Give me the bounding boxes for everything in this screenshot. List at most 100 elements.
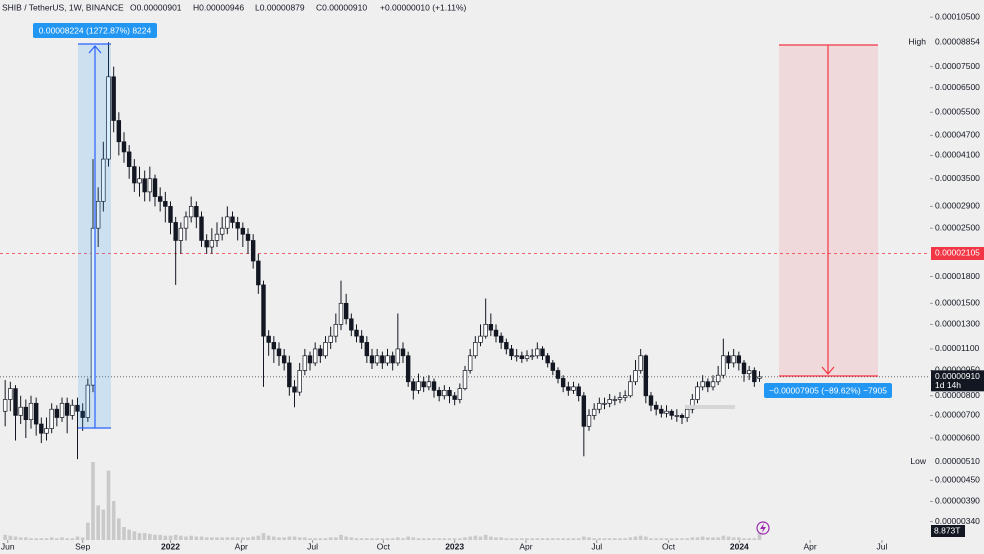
volume-bar xyxy=(731,537,736,540)
volume-bar xyxy=(313,538,317,540)
measure-label: 0.00008224 (1272.87%) 8224 xyxy=(39,25,152,35)
candle-body xyxy=(540,348,545,357)
volume-bar xyxy=(452,538,457,540)
volume-bar xyxy=(576,538,581,540)
y-tick-label: 0.00001500 xyxy=(935,298,980,308)
volume-bar xyxy=(654,538,658,540)
candle-body xyxy=(111,76,116,121)
candle-body xyxy=(752,370,757,383)
y-tick-label: 0.00000450 xyxy=(935,475,980,485)
volume-bar xyxy=(525,538,529,540)
volume-bar xyxy=(24,537,28,540)
measure-label: −0.00007905 (−89.62%) −7905 xyxy=(769,385,887,395)
candle-body xyxy=(746,370,752,374)
volume-bar xyxy=(411,537,416,540)
candle-body xyxy=(33,402,39,425)
candle-body xyxy=(431,381,437,391)
candle-body xyxy=(44,428,49,434)
volume-bar xyxy=(380,538,385,540)
candle-body xyxy=(442,389,447,397)
y-tick-label: 0.00000390 xyxy=(935,496,980,506)
candle-body xyxy=(54,408,60,418)
y-tick-label: 0.00001300 xyxy=(935,319,980,329)
candle-body xyxy=(560,378,566,388)
candle-body xyxy=(121,141,127,153)
candle-body xyxy=(240,227,246,235)
high-text: High xyxy=(909,36,927,46)
volume-bar xyxy=(690,537,695,540)
candle-body xyxy=(8,388,13,400)
candle-body xyxy=(524,355,530,359)
volume-bar xyxy=(194,536,199,540)
candle-body xyxy=(757,376,762,379)
y-tick-label: 0.00002900 xyxy=(935,201,980,211)
candle-body xyxy=(101,158,106,202)
event-icon[interactable] xyxy=(756,521,770,535)
volume-bar xyxy=(75,536,80,540)
volume-bar xyxy=(132,531,137,540)
volume-bar xyxy=(757,532,762,540)
candle-body xyxy=(132,166,137,184)
volume-bar xyxy=(323,538,328,540)
y-tick-label: 0.00003500 xyxy=(935,173,980,183)
candle-body xyxy=(545,355,550,364)
volume-bar xyxy=(551,538,555,540)
y-tick-label: 0.00000700 xyxy=(935,410,980,420)
candle-body xyxy=(493,329,499,337)
ohlc-change: +0.00000010 (+1.11%) xyxy=(380,2,466,12)
candle-body xyxy=(535,348,540,357)
candle-body xyxy=(276,348,282,357)
volume-bar xyxy=(592,538,596,540)
candle-body xyxy=(385,355,390,364)
candle-body xyxy=(261,284,266,337)
candle-body xyxy=(736,355,742,364)
volume-bar xyxy=(675,538,679,540)
candle-body xyxy=(374,355,380,364)
drawing xyxy=(685,405,735,409)
volume-bar xyxy=(111,501,116,540)
volume-bar xyxy=(70,538,75,540)
candle-body xyxy=(607,399,612,404)
candle-body xyxy=(436,389,442,397)
candle-body xyxy=(447,389,452,397)
candle-body xyxy=(498,335,504,343)
volume-bar xyxy=(556,538,560,540)
candle-body xyxy=(338,302,344,325)
volume-bar xyxy=(101,509,106,540)
volume-bar xyxy=(80,537,85,540)
volume-bar xyxy=(86,522,90,540)
volume-bar xyxy=(473,535,478,540)
candle-body xyxy=(695,386,700,400)
volume-bar xyxy=(468,536,472,540)
y-tick-label: 0.00000340 xyxy=(935,516,980,526)
volume-bar xyxy=(695,537,700,540)
candle-body xyxy=(178,227,184,241)
candle-body xyxy=(343,302,349,320)
candle-body xyxy=(705,381,711,388)
candle-body xyxy=(426,381,432,388)
candle-body xyxy=(307,355,313,364)
volume-bar xyxy=(359,538,364,540)
volume-bar xyxy=(504,538,509,540)
volume-bar xyxy=(633,536,638,540)
volume-bar xyxy=(669,538,674,540)
candle-body xyxy=(106,76,111,160)
volume-bar xyxy=(215,537,219,540)
candle-body xyxy=(731,355,736,364)
volume-bar xyxy=(153,534,157,540)
volume-bar xyxy=(385,538,390,540)
volume-bar xyxy=(416,538,421,540)
volume-bar xyxy=(282,537,286,540)
candle-body xyxy=(648,395,654,406)
x-tick-label: Jul xyxy=(877,541,888,551)
measure-arrow xyxy=(88,45,102,54)
alert-label: 0.00002105 xyxy=(935,248,980,258)
volume-bar xyxy=(308,538,312,540)
volume-bar xyxy=(303,537,307,540)
volume-bar xyxy=(618,538,622,540)
volume-bar xyxy=(220,537,224,540)
volume-bar xyxy=(644,536,648,540)
candle-body xyxy=(405,355,411,383)
